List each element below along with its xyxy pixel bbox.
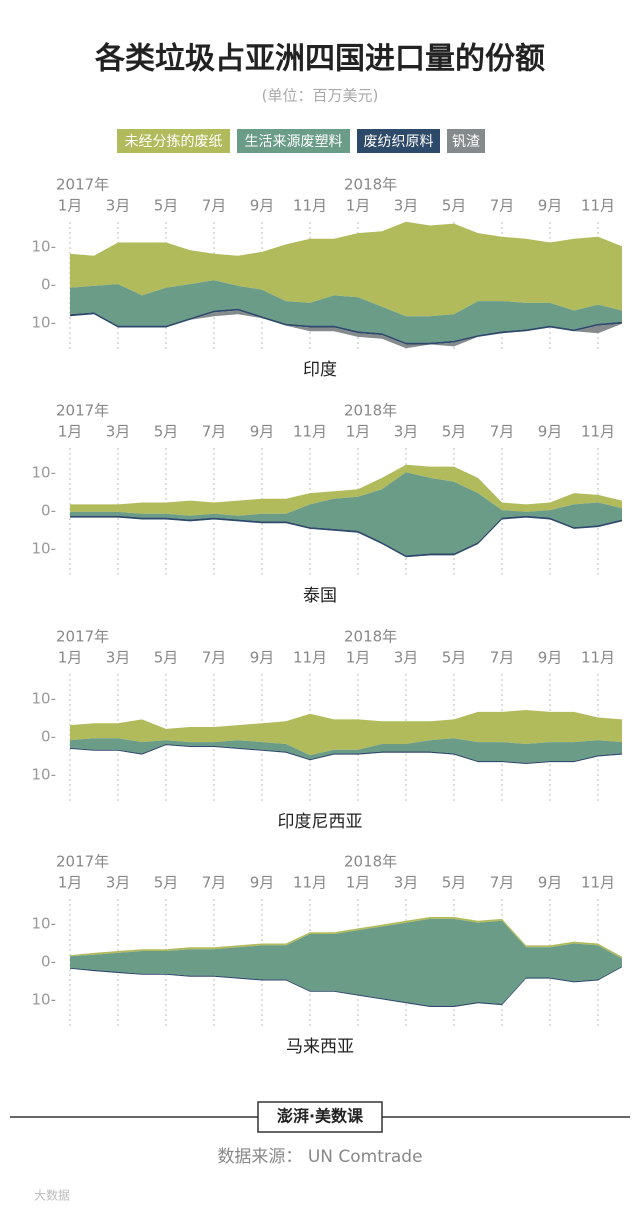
x-tick-label: 9月 (250, 197, 275, 215)
x-tick-label: 1月 (58, 197, 83, 215)
x-tick-label: 9月 (538, 423, 563, 441)
legend-swatch (447, 129, 485, 153)
x-tick-label: 3月 (394, 649, 419, 667)
x-tick-label: 11月 (581, 874, 615, 892)
logo: 澎湃·美数课 (277, 1107, 364, 1126)
x-tick-label: 1月 (58, 874, 83, 892)
y-tick-label: 10- (32, 690, 57, 708)
year-label: 2018年 (344, 628, 397, 646)
x-tick-label: 3月 (106, 423, 131, 441)
x-tick-label: 5月 (442, 649, 467, 667)
x-tick-label: 3月 (106, 874, 131, 892)
y-tick-label: 0- (41, 502, 56, 520)
x-tick-label: 9月 (538, 874, 563, 892)
year-label: 2017年 (56, 402, 109, 420)
x-tick-label: 7月 (490, 649, 515, 667)
y-tick-label: 10- (32, 238, 57, 256)
y-tick-label: 0- (41, 728, 56, 746)
year-label: 2018年 (344, 402, 397, 420)
legend-label: 未经分拣的废纸 (125, 134, 223, 150)
stream-area (70, 744, 622, 764)
x-tick-label: 3月 (106, 197, 131, 215)
x-tick-label: 1月 (346, 423, 371, 441)
x-tick-label: 3月 (106, 649, 131, 667)
x-tick-label: 5月 (154, 874, 179, 892)
y-tick-label: 10- (32, 990, 57, 1008)
x-tick-label: 1月 (58, 649, 83, 667)
year-label: 2018年 (344, 176, 397, 194)
year-label: 2017年 (56, 853, 109, 871)
x-tick-label: 3月 (394, 197, 419, 215)
x-tick-label: 1月 (346, 649, 371, 667)
legend-label: 废纺织原料 (364, 134, 434, 150)
title: 各类垃圾占亚洲四国进口量的份额 (94, 42, 545, 77)
y-tick-label: 10- (32, 765, 57, 783)
x-tick-label: 3月 (394, 874, 419, 892)
x-tick-label: 11月 (581, 423, 615, 441)
x-tick-label: 5月 (442, 874, 467, 892)
subtitle: (单位：百万美元) (262, 87, 379, 105)
watermark: 大数据 (34, 1188, 70, 1203)
panel-title: 印度尼西亚 (278, 812, 363, 832)
stream-area (70, 472, 622, 556)
x-tick-label: 3月 (394, 423, 419, 441)
legend-swatch (117, 129, 230, 153)
x-tick-label: 7月 (202, 197, 227, 215)
x-tick-label: 9月 (538, 649, 563, 667)
x-tick-label: 9月 (538, 197, 563, 215)
x-tick-label: 5月 (154, 649, 179, 667)
x-tick-label: 7月 (490, 423, 515, 441)
panel-title: 泰国 (303, 586, 337, 606)
x-tick-label: 11月 (293, 649, 327, 667)
stream-area (70, 464, 622, 516)
stream-area (70, 738, 622, 763)
x-tick-label: 11月 (293, 197, 327, 215)
x-tick-label: 9月 (250, 423, 275, 441)
source: 数据来源： UN Comtrade (217, 1147, 422, 1167)
x-tick-label: 7月 (490, 197, 515, 215)
x-tick-label: 11月 (581, 197, 615, 215)
legend-swatch (237, 129, 350, 153)
x-tick-label: 5月 (442, 423, 467, 441)
panel-title: 印度 (303, 360, 337, 380)
year-label: 2017年 (56, 176, 109, 194)
legend-swatch (357, 129, 440, 153)
x-tick-label: 1月 (346, 197, 371, 215)
x-tick-label: 1月 (58, 423, 83, 441)
y-tick-label: 10- (32, 539, 57, 557)
x-tick-label: 5月 (154, 197, 179, 215)
legend-label: 生活来源废塑料 (245, 134, 343, 150)
stream-area (70, 918, 622, 1006)
x-tick-label: 5月 (442, 197, 467, 215)
x-tick-label: 5月 (154, 423, 179, 441)
x-tick-label: 7月 (202, 423, 227, 441)
x-tick-label: 7月 (202, 874, 227, 892)
legend-label: 钒渣 (452, 134, 480, 150)
year-label: 2018年 (344, 853, 397, 871)
x-tick-label: 7月 (490, 874, 515, 892)
stream-area (70, 308, 622, 345)
x-tick-label: 1月 (346, 874, 371, 892)
x-tick-label: 11月 (293, 874, 327, 892)
x-tick-label: 11月 (293, 423, 327, 441)
stream-area (70, 917, 622, 959)
y-tick-label: 0- (41, 276, 56, 294)
stream-area (70, 710, 622, 756)
stream-area (70, 221, 622, 317)
x-tick-label: 7月 (202, 649, 227, 667)
y-tick-label: 10- (32, 464, 57, 482)
year-label: 2017年 (56, 628, 109, 646)
stream-area (70, 280, 622, 343)
y-tick-label: 10- (32, 313, 57, 331)
stream-area (70, 966, 622, 1007)
x-tick-label: 9月 (250, 649, 275, 667)
x-tick-label: 9月 (250, 874, 275, 892)
x-tick-label: 11月 (581, 649, 615, 667)
y-tick-label: 10- (32, 915, 57, 933)
logo-box (257, 1101, 383, 1133)
panel-title: 马来西亚 (286, 1037, 354, 1057)
y-tick-label: 0- (41, 953, 56, 971)
